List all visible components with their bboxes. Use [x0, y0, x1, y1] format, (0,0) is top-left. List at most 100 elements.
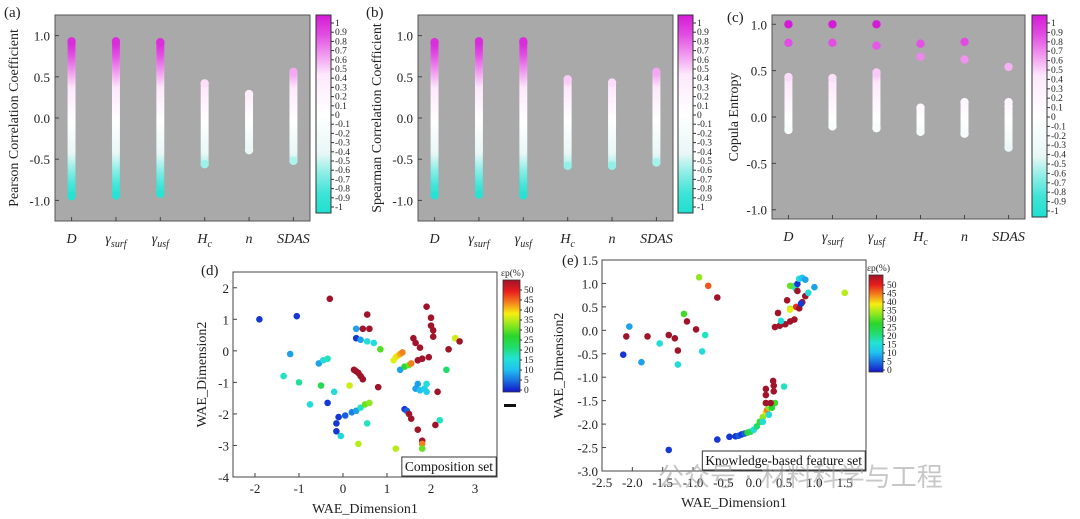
data-point: [324, 355, 331, 363]
data-point: [786, 282, 794, 290]
colorbar-tick-label: -0.8: [1051, 188, 1066, 198]
y-tick-label: -1.0: [392, 193, 413, 208]
data-point-max: [430, 37, 439, 47]
data-point: [335, 413, 342, 421]
data-point: [770, 382, 778, 389]
x-category-label: γusf: [152, 232, 170, 250]
data-point-min: [828, 122, 837, 131]
data-point: [427, 314, 435, 322]
data-point: [784, 38, 793, 48]
data-point: [399, 349, 406, 356]
inset-label-box: [701, 450, 866, 471]
colorbar-tick-label: 0.5: [335, 65, 347, 75]
x-category-label: SDAS: [640, 232, 673, 247]
data-point: [619, 351, 627, 359]
colorbar-tick-label: 0.1: [697, 102, 709, 112]
data-point: [802, 276, 809, 283]
data-point: [423, 303, 430, 310]
data-point: [337, 432, 345, 440]
data-point: [797, 300, 805, 307]
colorbar-tick-label: 5: [887, 358, 892, 368]
x-tick-label: 1.0: [806, 475, 822, 490]
colorbar-tick-label: 0.8: [1051, 38, 1063, 48]
panel-d-composition-set: -2 -1 0 1 2 3210-1-2-3-4WAE_Dimension1WAE_Dim…: [195, 263, 534, 517]
data-point: [704, 282, 712, 290]
colorbar-tick-label: 0.4: [335, 74, 347, 84]
colorbar-tick-label: 0.3: [1051, 85, 1063, 95]
data-point: [671, 335, 679, 342]
y-tick-label: 0.0: [397, 111, 413, 126]
data-point: [392, 445, 400, 452]
y-tick-label: -0.5: [392, 152, 413, 167]
x-axis-title: WAE_Dimension1: [681, 496, 787, 511]
colorbar-tick-label: -0.9: [697, 194, 712, 204]
x-tick-label: 0: [340, 481, 347, 496]
data-point: [794, 287, 801, 295]
data-point: [407, 415, 415, 422]
x-category-label: Hc: [559, 232, 575, 250]
data-point: [774, 309, 782, 317]
data-point: [674, 347, 682, 354]
colorbar-tick-label: 15: [524, 356, 534, 366]
data-point: [293, 312, 301, 320]
colorbar-tick-label: 50: [524, 286, 534, 296]
inset-label: Composition set: [405, 459, 493, 474]
x-category-label: γsurf: [105, 232, 127, 250]
data-point: [317, 382, 325, 389]
data-point: [674, 361, 682, 368]
data-point: [701, 331, 709, 339]
data-point: [916, 52, 925, 61]
data-point: [759, 413, 767, 421]
y-tick-label: 1.0: [751, 17, 767, 32]
data-point: [423, 388, 430, 396]
x-tick-label: 2: [428, 481, 435, 496]
y-axis-title: Pearson Correlation Coefficient: [7, 29, 22, 207]
colorbar-tick-label: 10: [887, 349, 897, 359]
data-point: [357, 336, 364, 344]
y-tick-label: -1: [218, 375, 229, 390]
data-column-D: [784, 72, 793, 135]
x-tick-label: 1: [384, 481, 391, 496]
y-tick-label: -1.0: [577, 370, 598, 385]
colorbar-tick-label: 0.2: [697, 93, 709, 103]
data-point: [346, 382, 353, 389]
data-point-max: [607, 78, 617, 87]
data-point: [695, 274, 703, 281]
colorbar-tick-label: -0.3: [335, 139, 350, 149]
colorbar-tick-label: 0.1: [335, 102, 347, 112]
plot-area: [54, 14, 311, 222]
colorbar: [677, 14, 694, 214]
data-point: [374, 383, 382, 391]
x-tick-label: 1.5: [837, 475, 853, 490]
panel-label: (b): [366, 5, 384, 21]
watermark-text: 公众号 · 材料科学与工程: [658, 463, 943, 493]
x-axis-title: WAE_Dimension1: [312, 502, 418, 517]
colorbar-tick-label: 0.2: [335, 93, 347, 103]
x-category-label: n: [961, 230, 968, 245]
colorbar-tick-label: 5: [524, 376, 529, 386]
x-tick-label: -0.5: [713, 475, 734, 490]
data-point: [714, 294, 721, 301]
colorbar-tick-label: -0.4: [697, 148, 712, 158]
colorbar-tick-label: 45: [887, 290, 897, 300]
data-point: [622, 333, 630, 340]
colorbar-tick-label: -0.7: [335, 175, 350, 185]
colorbar-tick-label: 0.2: [1051, 94, 1063, 104]
data-point: [828, 20, 837, 29]
data-column-SDAS: [289, 67, 298, 166]
colorbar-tick-label: 0.3: [335, 83, 347, 93]
colorbar-tick-label: -0.6: [697, 166, 712, 176]
data-column-D: [67, 37, 76, 201]
colorbar-tick-label: -0.2: [1051, 132, 1066, 142]
y-tick-label: -1.0: [29, 193, 50, 208]
data-point: [698, 348, 706, 355]
colorbar-tick-label: -0.2: [697, 129, 712, 139]
colorbar-tick-label: 35: [887, 307, 897, 317]
x-category-label: D: [66, 232, 77, 247]
y-axis-title: Spearman Correlation Coefficient: [370, 23, 385, 213]
colorbar-tick-label: 0.9: [697, 28, 709, 38]
x-tick-label: -2: [250, 481, 261, 496]
data-column-Hc: [200, 79, 209, 169]
colorbar-tick-label: -0.6: [335, 166, 350, 176]
